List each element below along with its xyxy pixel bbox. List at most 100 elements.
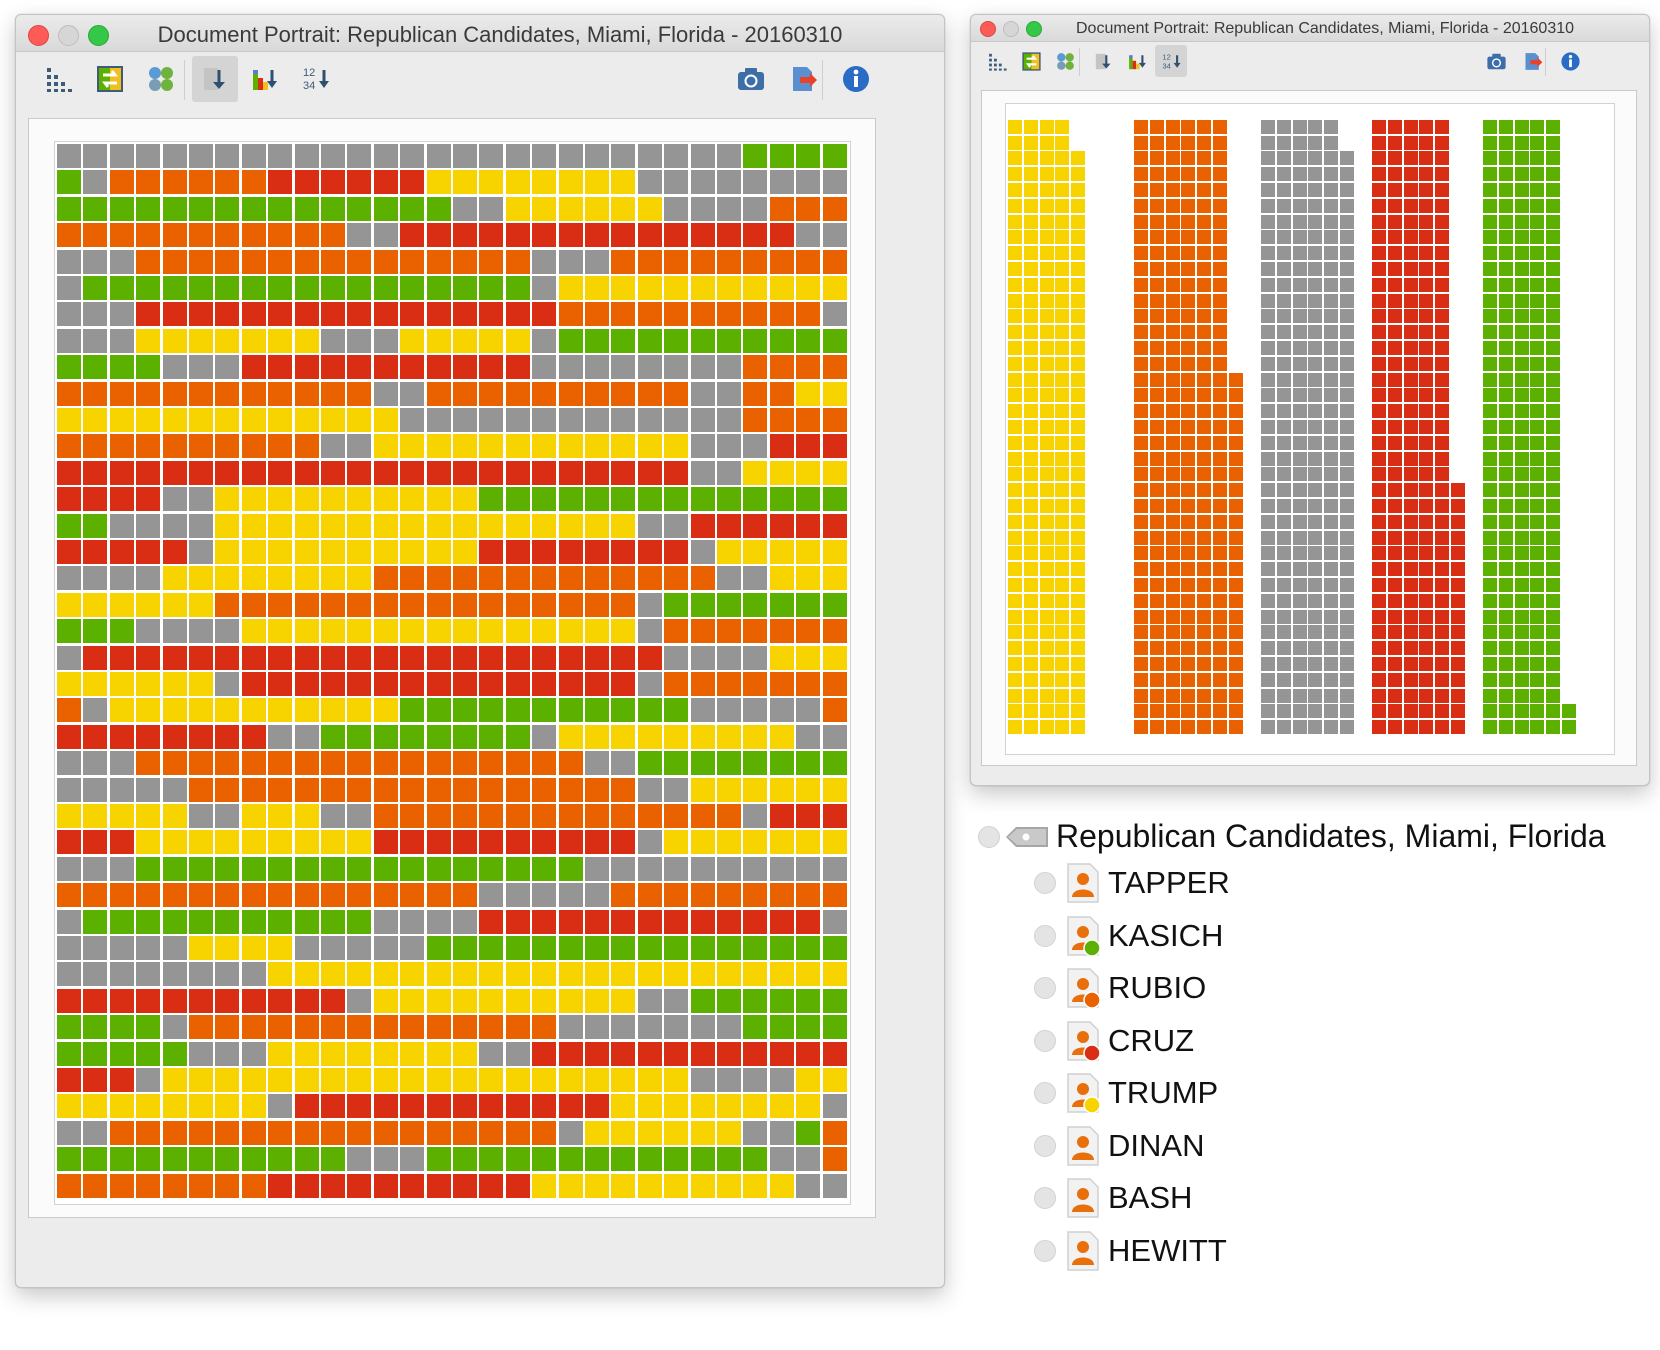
portrait-tile-green xyxy=(717,593,741,617)
sorted-tile-red xyxy=(1388,657,1402,671)
portrait-tile-orange xyxy=(427,751,451,775)
code-item-trump[interactable]: TRUMP xyxy=(1034,1072,1218,1114)
sort-by-number-button[interactable]: 12 34 xyxy=(293,56,339,102)
portrait-tile-gray xyxy=(83,302,107,326)
portrait-tile-orange xyxy=(427,1015,451,1039)
portrait-tile-red xyxy=(110,487,134,511)
portrait-tile-gray xyxy=(691,408,715,432)
portrait-tile-yellow xyxy=(321,619,345,643)
portrait-tile-orange xyxy=(796,619,820,643)
camera-button[interactable] xyxy=(1480,45,1512,77)
export-button[interactable] xyxy=(780,56,826,102)
sorted-tile-yellow xyxy=(1024,704,1038,718)
activate-radio[interactable] xyxy=(1034,1187,1056,1209)
sorted-tile-gray xyxy=(1340,388,1354,402)
sort-by-color-button[interactable] xyxy=(242,56,288,102)
portrait-tile-yellow xyxy=(823,540,847,564)
portrait-tile-yellow xyxy=(427,434,451,458)
code-root-row[interactable]: Republican Candidates, Miami, Florida xyxy=(978,818,1606,855)
swap-color-button[interactable] xyxy=(1015,45,1047,77)
code-item-cruz[interactable]: CRUZ xyxy=(1034,1020,1194,1062)
color-clusters-button[interactable] xyxy=(138,56,184,102)
portrait-tile-green xyxy=(242,857,266,881)
activate-radio[interactable] xyxy=(1034,872,1056,894)
export-button[interactable] xyxy=(1516,45,1548,77)
portrait-tile-red xyxy=(691,514,715,538)
sorted-tile-orange xyxy=(1134,562,1148,576)
code-item-rubio[interactable]: RUBIO xyxy=(1034,967,1206,1009)
activate-radio[interactable] xyxy=(1034,1029,1056,1052)
sorted-tile-yellow xyxy=(1008,562,1022,576)
portrait-tile-yellow xyxy=(427,487,451,511)
sort-down-button[interactable] xyxy=(1087,45,1119,77)
sort-by-number-button[interactable]: 12 34 xyxy=(1155,45,1187,77)
portrait-tile-green xyxy=(400,725,424,749)
portrait-tile-red xyxy=(268,355,292,379)
code-item-dinan[interactable]: DINAN xyxy=(1034,1125,1204,1167)
swap-color-button[interactable] xyxy=(87,56,133,102)
camera-button[interactable] xyxy=(728,56,774,102)
portrait-tile-orange xyxy=(611,566,635,590)
color-clusters-button[interactable] xyxy=(1049,45,1081,77)
portrait-tile-yellow xyxy=(691,276,715,300)
sorted-tile-green xyxy=(1483,641,1497,655)
code-item-bash[interactable]: BASH xyxy=(1034,1177,1192,1219)
portrait-tile-yellow xyxy=(585,1174,609,1198)
portrait-tile-orange xyxy=(400,804,424,828)
sort-by-color-button[interactable] xyxy=(1121,45,1153,77)
minimize-window-button[interactable] xyxy=(58,25,79,46)
portrait-tile-gray xyxy=(532,725,556,749)
sorted-tile-gray xyxy=(1308,199,1322,213)
portrait-tile-gray xyxy=(268,725,292,749)
portrait-tile-yellow xyxy=(215,566,239,590)
sorted-tile-green xyxy=(1483,483,1497,497)
sorted-tile-green xyxy=(1515,230,1529,244)
sort-by-color-icon xyxy=(1127,51,1148,72)
sorted-tile-gray xyxy=(1340,167,1354,181)
activate-radio[interactable] xyxy=(1034,924,1056,947)
dots-grid-button[interactable] xyxy=(36,56,82,102)
portrait-tile-red xyxy=(479,910,503,934)
sorted-tile-red xyxy=(1372,467,1386,481)
activate-radio[interactable] xyxy=(1034,977,1056,999)
close-window-button[interactable] xyxy=(28,25,49,46)
activate-radio[interactable] xyxy=(1034,1134,1056,1157)
zoom-window-button[interactable] xyxy=(1026,21,1042,37)
sorted-tile-red xyxy=(1388,199,1402,213)
sorted-tile-orange xyxy=(1166,309,1180,323)
sorted-tile-orange xyxy=(1197,215,1211,229)
info-button[interactable] xyxy=(1554,45,1586,77)
sorted-tile-yellow xyxy=(1055,373,1069,387)
portrait-tile-green xyxy=(110,197,134,221)
activate-radio[interactable] xyxy=(1034,1239,1056,1262)
activate-radio[interactable] xyxy=(1034,1082,1056,1104)
sorted-tile-gray xyxy=(1324,404,1338,418)
portrait-tile-yellow xyxy=(611,197,635,221)
code-item-hewitt[interactable]: HEWITT xyxy=(1034,1230,1227,1272)
info-button[interactable] xyxy=(833,56,879,102)
sorted-tile-gray xyxy=(1308,294,1322,308)
portrait-tile-green xyxy=(559,329,583,353)
sorted-tile-red xyxy=(1404,625,1418,639)
sort-down-button[interactable] xyxy=(192,56,238,102)
code-item-kasich[interactable]: KASICH xyxy=(1034,915,1223,957)
sorted-tile-orange xyxy=(1213,246,1227,260)
sorted-tile-red xyxy=(1404,388,1418,402)
sort-down-icon xyxy=(200,64,230,94)
activate-radio[interactable] xyxy=(978,825,1000,848)
portrait-tile-green xyxy=(770,751,794,775)
zoom-window-button[interactable] xyxy=(88,25,109,46)
close-window-button[interactable] xyxy=(980,21,996,37)
sorted-tile-gray xyxy=(1261,436,1275,450)
portrait-tile-green xyxy=(638,751,662,775)
dots-grid-button[interactable] xyxy=(981,45,1013,77)
sorted-tile-orange xyxy=(1134,689,1148,703)
sorted-tile-gray xyxy=(1293,625,1307,639)
sorted-tile-yellow xyxy=(1040,452,1054,466)
portrait-tile-green xyxy=(559,857,583,881)
sorted-tile-yellow xyxy=(1071,341,1085,355)
portrait-tile-yellow xyxy=(374,1068,398,1092)
code-item-tapper[interactable]: TAPPER xyxy=(1034,862,1230,904)
minimize-window-button[interactable] xyxy=(1003,21,1019,37)
portrait-tile-green xyxy=(823,936,847,960)
